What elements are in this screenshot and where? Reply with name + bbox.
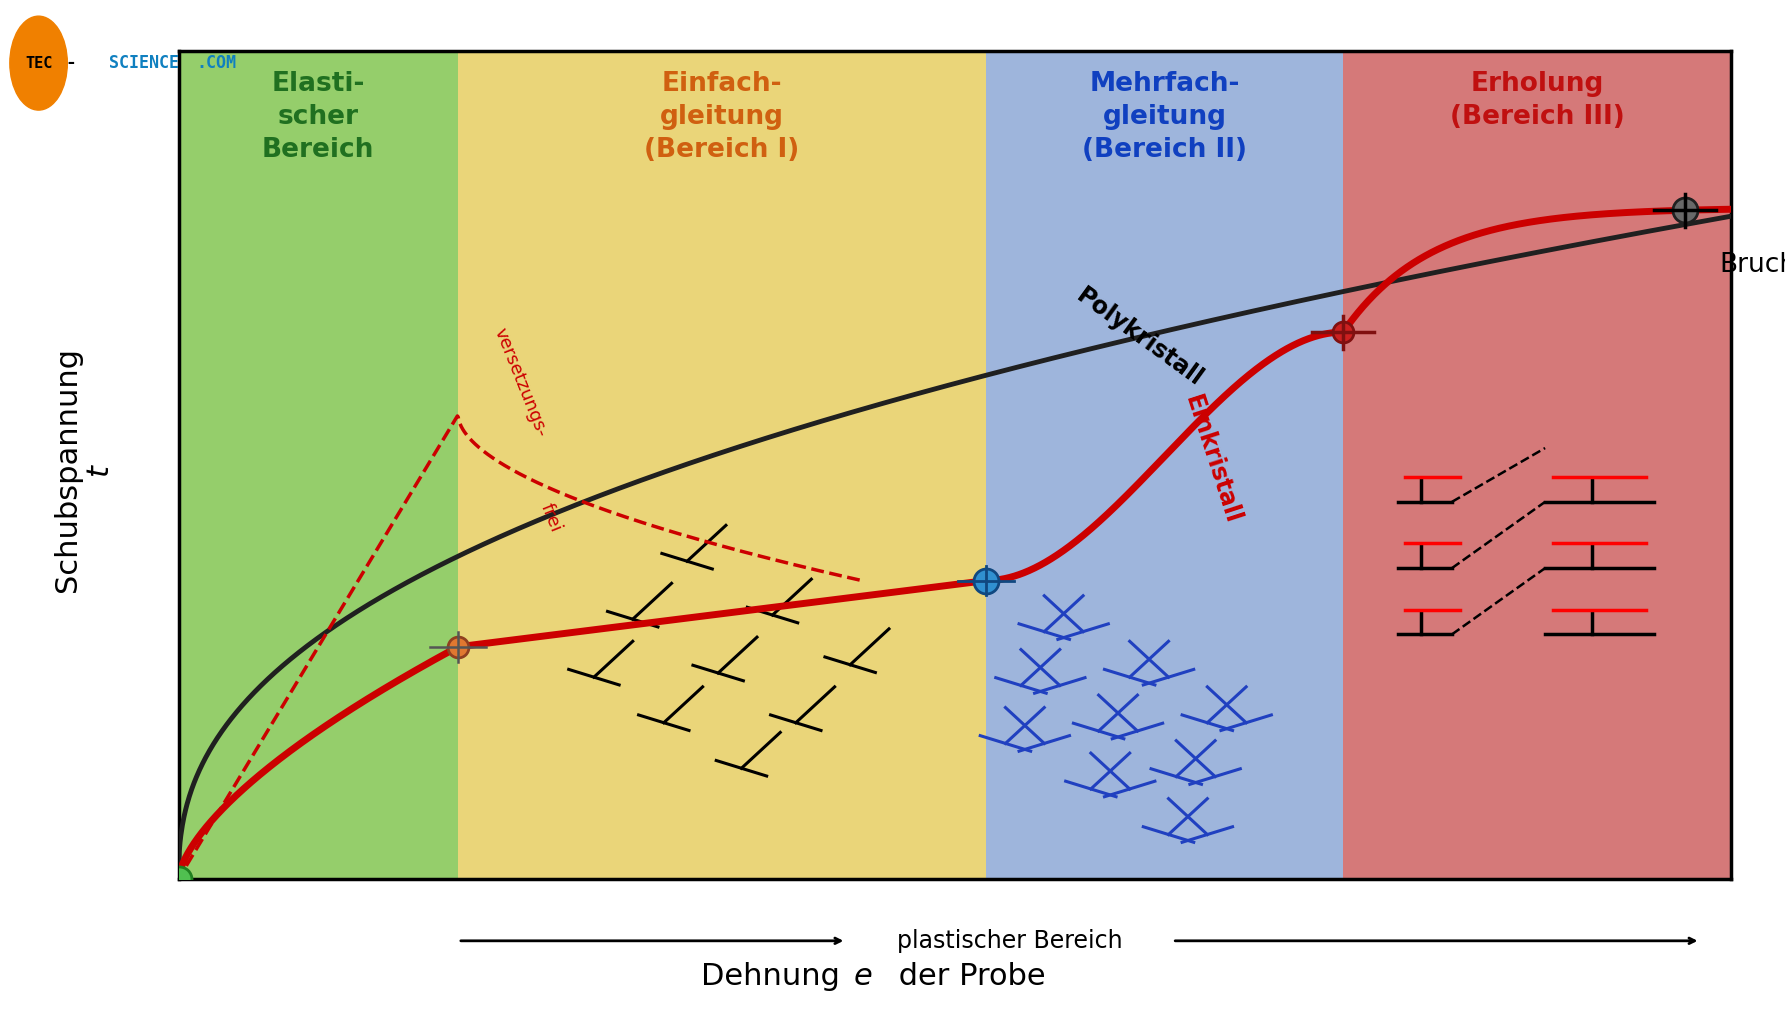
- Text: t: t: [84, 464, 112, 476]
- Bar: [985, 50, 1344, 879]
- Text: -: -: [66, 55, 77, 72]
- Text: Einkristall: Einkristall: [1180, 393, 1244, 527]
- Bar: [459, 50, 985, 879]
- Text: Einfach-
gleitung
(Bereich I): Einfach- gleitung (Bereich I): [644, 71, 800, 164]
- Text: versetzungs-: versetzungs-: [491, 325, 550, 439]
- Text: Dehnung: Dehnung: [702, 963, 850, 991]
- Text: e: e: [853, 963, 873, 991]
- Text: Erholung
(Bereich III): Erholung (Bereich III): [1449, 71, 1624, 130]
- Text: der Probe: der Probe: [889, 963, 1046, 991]
- Text: Schubspannung: Schubspannung: [54, 347, 82, 592]
- Text: Mehrfach-
gleitung
(Bereich II): Mehrfach- gleitung (Bereich II): [1082, 71, 1248, 164]
- Bar: [1342, 50, 1731, 879]
- Text: Elasti-
scher
Bereich: Elasti- scher Bereich: [262, 71, 375, 164]
- Text: Bruch: Bruch: [1719, 251, 1785, 278]
- Text: plastischer Bereich: plastischer Bereich: [896, 929, 1123, 952]
- Bar: [178, 50, 459, 879]
- Text: .COM: .COM: [196, 55, 237, 72]
- Text: frei: frei: [537, 501, 566, 535]
- Text: TEC: TEC: [25, 56, 52, 71]
- Text: Polykristall: Polykristall: [1071, 283, 1207, 391]
- Text: SCIENCE: SCIENCE: [109, 55, 178, 72]
- Circle shape: [11, 16, 68, 110]
